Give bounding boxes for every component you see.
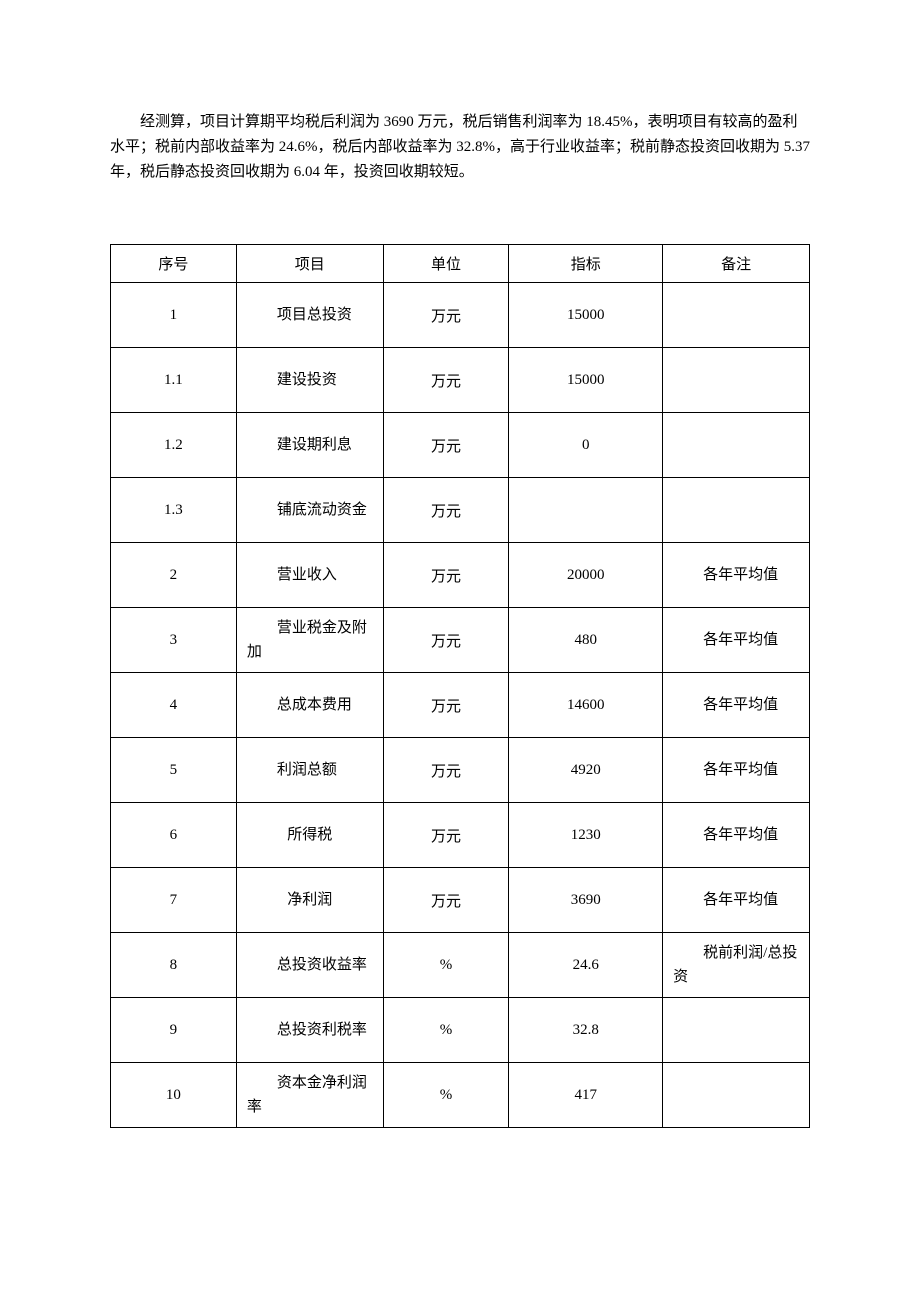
cell-indicator: 14600: [509, 673, 663, 738]
cell-remark: [663, 348, 810, 413]
cell-indicator: 32.8: [509, 998, 663, 1063]
cell-unit: 万元: [383, 543, 509, 608]
cell-seq: 10: [111, 1063, 237, 1128]
cell-item: 总成本费用: [236, 673, 383, 738]
cell-indicator: 417: [509, 1063, 663, 1128]
indicators-table: 序号 项目 单位 指标 备注 1项目总投资万元150001.1建设投资万元150…: [110, 244, 810, 1128]
cell-seq: 3: [111, 608, 237, 673]
cell-item: 总投资收益率: [236, 933, 383, 998]
cell-remark: 各年平均值: [663, 543, 810, 608]
cell-remark: [663, 413, 810, 478]
cell-seq: 6: [111, 803, 237, 868]
table-row: 7净利润万元3690各年平均值: [111, 868, 810, 933]
cell-indicator: 0: [509, 413, 663, 478]
cell-item: 资本金净利润率: [236, 1063, 383, 1128]
cell-item: 利润总额: [236, 738, 383, 803]
cell-indicator: 20000: [509, 543, 663, 608]
cell-seq: 9: [111, 998, 237, 1063]
table-body: 1项目总投资万元150001.1建设投资万元150001.2建设期利息万元01.…: [111, 283, 810, 1128]
header-seq: 序号: [111, 245, 237, 283]
cell-seq: 5: [111, 738, 237, 803]
cell-remark: [663, 283, 810, 348]
cell-item: 建设期利息: [236, 413, 383, 478]
table-header: 序号 项目 单位 指标 备注: [111, 245, 810, 283]
table-row: 1.2建设期利息万元0: [111, 413, 810, 478]
cell-item: 营业收入: [236, 543, 383, 608]
cell-unit: 万元: [383, 478, 509, 543]
cell-unit: 万元: [383, 413, 509, 478]
table-row: 2营业收入万元20000各年平均值: [111, 543, 810, 608]
table-header-row: 序号 项目 单位 指标 备注: [111, 245, 810, 283]
cell-indicator: 24.6: [509, 933, 663, 998]
header-unit: 单位: [383, 245, 509, 283]
cell-seq: 1: [111, 283, 237, 348]
table-row: 1.1建设投资万元15000: [111, 348, 810, 413]
cell-remark: 各年平均值: [663, 803, 810, 868]
cell-unit: %: [383, 998, 509, 1063]
cell-seq: 1.3: [111, 478, 237, 543]
cell-indicator: 15000: [509, 348, 663, 413]
cell-seq: 2: [111, 543, 237, 608]
cell-indicator: 15000: [509, 283, 663, 348]
cell-remark: 各年平均值: [663, 673, 810, 738]
cell-seq: 1.2: [111, 413, 237, 478]
table-row: 3营业税金及附加万元480各年平均值: [111, 608, 810, 673]
cell-seq: 4: [111, 673, 237, 738]
cell-remark: 各年平均值: [663, 608, 810, 673]
cell-seq: 7: [111, 868, 237, 933]
cell-indicator: 1230: [509, 803, 663, 868]
cell-item: 铺底流动资金: [236, 478, 383, 543]
cell-remark: 各年平均值: [663, 738, 810, 803]
cell-unit: %: [383, 933, 509, 998]
table-row: 10资本金净利润率%417: [111, 1063, 810, 1128]
cell-unit: 万元: [383, 348, 509, 413]
table-row: 9总投资利税率%32.8: [111, 998, 810, 1063]
table-row: 8总投资收益率%24.6税前利润/总投资: [111, 933, 810, 998]
cell-item: 建设投资: [236, 348, 383, 413]
table-row: 1项目总投资万元15000: [111, 283, 810, 348]
cell-item: 净利润: [236, 868, 383, 933]
table-row: 4总成本费用万元14600各年平均值: [111, 673, 810, 738]
cell-unit: 万元: [383, 283, 509, 348]
cell-indicator: 3690: [509, 868, 663, 933]
header-item: 项目: [236, 245, 383, 283]
cell-indicator: 480: [509, 608, 663, 673]
cell-item: 所得税: [236, 803, 383, 868]
cell-item: 项目总投资: [236, 283, 383, 348]
cell-unit: 万元: [383, 868, 509, 933]
header-remark: 备注: [663, 245, 810, 283]
cell-unit: 万元: [383, 738, 509, 803]
table-row: 5利润总额万元4920各年平均值: [111, 738, 810, 803]
table-row: 1.3铺底流动资金万元: [111, 478, 810, 543]
header-indicator: 指标: [509, 245, 663, 283]
cell-remark: [663, 1063, 810, 1128]
cell-item: 总投资利税率: [236, 998, 383, 1063]
cell-unit: 万元: [383, 803, 509, 868]
cell-remark: [663, 478, 810, 543]
cell-indicator: 4920: [509, 738, 663, 803]
cell-unit: 万元: [383, 608, 509, 673]
cell-unit: 万元: [383, 673, 509, 738]
cell-remark: [663, 998, 810, 1063]
paragraph-text: 经测算，项目计算期平均税后利润为 3690 万元，税后销售利润率为 18.45%…: [110, 114, 810, 180]
cell-remark: 税前利润/总投资: [663, 933, 810, 998]
summary-paragraph: 经测算，项目计算期平均税后利润为 3690 万元，税后销售利润率为 18.45%…: [110, 110, 810, 184]
cell-indicator: [509, 478, 663, 543]
cell-item: 营业税金及附加: [236, 608, 383, 673]
cell-seq: 8: [111, 933, 237, 998]
cell-unit: %: [383, 1063, 509, 1128]
cell-remark: 各年平均值: [663, 868, 810, 933]
table-row: 6所得税万元1230各年平均值: [111, 803, 810, 868]
cell-seq: 1.1: [111, 348, 237, 413]
